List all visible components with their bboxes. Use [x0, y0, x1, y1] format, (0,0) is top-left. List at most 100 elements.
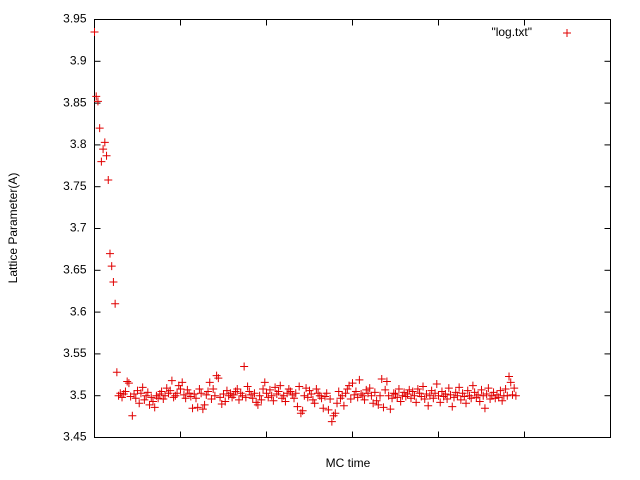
point: [248, 394, 257, 403]
point: [124, 379, 133, 388]
point: [128, 411, 137, 420]
point: [474, 390, 483, 399]
point: [463, 386, 472, 395]
point: [204, 387, 213, 396]
point: [480, 404, 489, 413]
point: [424, 401, 433, 410]
point: [179, 390, 188, 399]
point: [95, 124, 104, 133]
point: [422, 390, 431, 399]
point: [331, 409, 340, 418]
point: [456, 395, 465, 404]
point: [253, 400, 262, 409]
point: [245, 387, 254, 396]
point: [112, 368, 121, 377]
point: [92, 92, 101, 101]
point: [496, 386, 505, 395]
point: [209, 385, 218, 394]
point: [185, 389, 194, 398]
point: [293, 402, 302, 411]
point: [391, 390, 400, 399]
y-axis-label: Lattice Parameter(A): [6, 173, 20, 284]
y-tick-label: 3.85: [63, 95, 87, 109]
point: [339, 401, 348, 410]
point: [355, 375, 364, 384]
point: [300, 391, 309, 400]
point: [376, 391, 385, 400]
point: [353, 393, 362, 402]
point: [118, 393, 127, 402]
point: [107, 262, 116, 271]
point: [131, 394, 140, 403]
point: [190, 390, 199, 399]
point: [188, 404, 197, 413]
point: [357, 390, 366, 399]
legend-marker: [563, 29, 571, 37]
point: [148, 397, 157, 406]
point: [346, 395, 355, 404]
point: [173, 389, 182, 398]
point: [379, 403, 388, 412]
point: [491, 394, 500, 403]
point: [362, 385, 371, 394]
point: [281, 397, 290, 406]
point: [138, 383, 147, 392]
point: [145, 400, 154, 409]
point: [265, 385, 274, 394]
point: [298, 406, 307, 415]
point: [341, 389, 350, 398]
y-tick-label: 3.5: [70, 388, 87, 402]
point: [111, 299, 120, 308]
point: [307, 390, 316, 399]
point: [467, 394, 476, 403]
point: [453, 391, 462, 400]
point: [503, 391, 512, 400]
point: [260, 378, 269, 387]
point: [455, 383, 464, 392]
point: [157, 387, 166, 396]
point: [154, 394, 163, 403]
point: [398, 391, 407, 400]
point: [308, 395, 317, 404]
point: [97, 157, 106, 166]
point: [255, 391, 264, 400]
point: [105, 249, 114, 258]
point: [286, 387, 295, 396]
y-tick-label: 3.6: [70, 304, 87, 318]
point: [219, 390, 228, 399]
point: [264, 393, 273, 402]
point: [408, 387, 417, 396]
point: [319, 404, 328, 413]
point: [444, 384, 453, 393]
point: [505, 372, 514, 381]
point: [477, 385, 486, 394]
point: [388, 394, 397, 403]
point: [372, 396, 381, 405]
y-tick-label: 3.65: [63, 262, 87, 276]
point: [136, 389, 145, 398]
point: [448, 402, 457, 411]
point: [482, 390, 491, 399]
point: [413, 385, 422, 394]
point: [484, 384, 493, 393]
point: [451, 388, 460, 397]
point: [393, 393, 402, 402]
point: [150, 403, 159, 412]
point: [123, 377, 132, 386]
point: [271, 383, 280, 392]
point: [429, 394, 438, 403]
point: [410, 391, 419, 400]
point: [147, 393, 156, 402]
point: [403, 390, 412, 399]
point: [210, 391, 219, 400]
point: [247, 390, 256, 399]
point: [241, 393, 250, 402]
x-axis-label: MC time: [326, 456, 371, 470]
point: [420, 395, 429, 404]
point: [370, 388, 379, 397]
point: [334, 387, 343, 396]
plot-frame: [94, 19, 611, 438]
point: [317, 394, 326, 403]
y-tick-label: 3.55: [63, 346, 87, 360]
